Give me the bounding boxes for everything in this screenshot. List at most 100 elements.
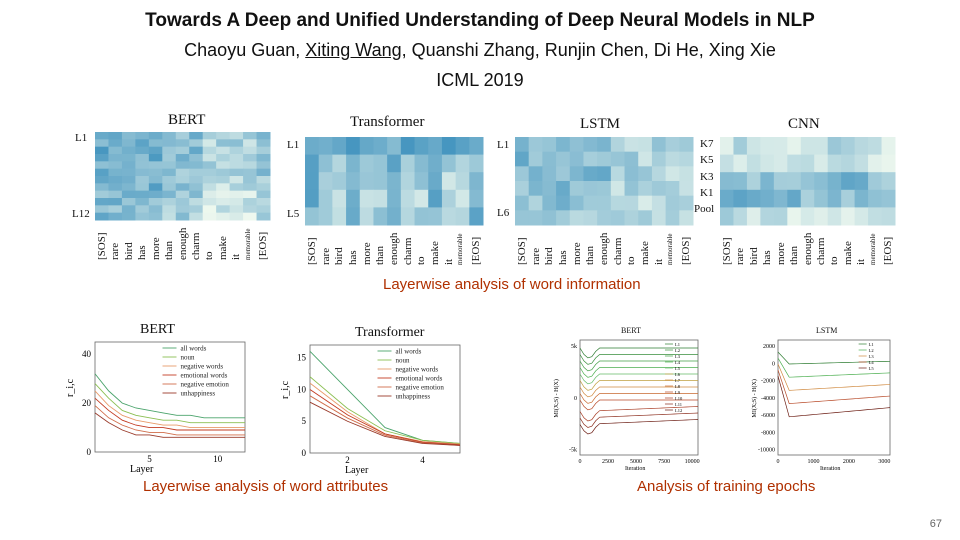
heatmap-cell — [175, 176, 190, 184]
heatmap-cell — [814, 172, 829, 191]
heatmap-word-label: to — [415, 256, 428, 265]
heatmap-cell — [515, 166, 530, 182]
heatmap-cell — [243, 168, 258, 177]
heatmap-cell — [202, 146, 217, 155]
heatmap-cell — [135, 198, 150, 206]
legend-label: L11 — [675, 402, 682, 407]
heatmap-cell — [216, 154, 231, 162]
heatmap-cell — [162, 161, 177, 170]
series-line — [309, 395, 461, 446]
heatmap-cell — [189, 154, 204, 162]
heatmap-cell — [827, 154, 842, 173]
heatmap-cell — [256, 190, 271, 199]
heatmap-cell — [841, 137, 856, 156]
heatmap-cell — [469, 137, 484, 156]
heatmap-row-label: L6 — [497, 207, 510, 219]
heatmap-cell — [528, 151, 543, 167]
heatmap-cell — [746, 137, 761, 156]
heatmap-cell — [121, 168, 136, 177]
y-tick-label: -4000 — [761, 396, 775, 402]
heatmap-cell — [108, 176, 123, 184]
author-list: Chaoyu Guan, Xiting Wang, Quanshi Zhang,… — [0, 40, 960, 61]
heatmap-cell — [428, 137, 443, 156]
heatmap-cell — [189, 190, 204, 199]
heatmap-cell — [135, 176, 150, 184]
heatmap-cell — [202, 154, 217, 162]
y-axis-label: r_i,c — [65, 378, 76, 397]
heatmap-cell — [95, 154, 109, 162]
heatmap-cell — [400, 137, 416, 156]
heatmap-cell — [773, 207, 788, 226]
heatmap-word-label: has — [346, 250, 359, 265]
heatmap-cell — [665, 181, 680, 197]
heatmap-cell — [651, 151, 667, 167]
heatmap-cell — [841, 172, 856, 191]
heatmap-cell — [189, 161, 204, 170]
heatmap-cell — [414, 154, 429, 173]
author-first: Chaoyu Guan, — [184, 40, 306, 60]
heatmap-cell — [189, 205, 204, 214]
legend-label: negative emotion — [181, 381, 230, 389]
heatmap-cell — [760, 137, 775, 156]
heatmap-cell — [528, 181, 543, 197]
heatmap-cell — [175, 205, 190, 214]
x-axis-label: Layer — [345, 465, 369, 476]
heatmap-grid-cnn — [720, 137, 896, 226]
heatmap-word-label: than — [584, 246, 597, 265]
heatmap-cell — [610, 166, 626, 182]
heatmap-cell — [881, 137, 896, 156]
heatmap-cell — [583, 151, 598, 167]
attribute-title-1: Transformer — [355, 325, 425, 340]
legend-label: L4 — [869, 360, 875, 365]
y-tick-label: 40 — [82, 349, 92, 359]
series-line — [579, 412, 699, 428]
heatmap-cell — [827, 189, 842, 208]
heatmap-cell — [387, 137, 402, 156]
heatmap-cell — [175, 198, 190, 206]
heatmap-cell — [556, 137, 571, 153]
heatmap-cell — [441, 154, 457, 173]
epoch-caption: Analysis of training epochs — [637, 478, 816, 495]
heatmap-cell — [162, 212, 177, 221]
heatmap-cell — [175, 154, 190, 162]
heatmap-cell — [583, 210, 598, 226]
heatmap-cell — [256, 139, 271, 148]
heatmap-cell — [108, 161, 123, 170]
series-line — [94, 383, 245, 424]
heatmap-cell — [108, 212, 123, 221]
heatmap-cell — [346, 172, 361, 191]
heatmap-cell — [202, 161, 217, 170]
heatmap-cell — [175, 212, 190, 221]
series-line — [777, 363, 891, 391]
heatmap-cell — [441, 207, 457, 226]
heatmap-cell — [346, 137, 361, 156]
heatmap-cell — [95, 146, 109, 155]
heatmap-cell — [135, 183, 150, 192]
heatmap-cell — [679, 195, 694, 211]
heatmap-cell — [148, 161, 163, 170]
heatmap-cell — [148, 205, 163, 214]
heatmap-cell — [121, 146, 136, 155]
heatmap-row-label: K1 — [700, 187, 714, 199]
heatmap-cell — [469, 172, 484, 191]
heatmap-cell — [387, 154, 402, 173]
heatmap-word-label: it — [855, 258, 868, 265]
heatmap-cell — [720, 189, 734, 208]
heatmap-cell — [428, 172, 443, 191]
heatmap-cell — [542, 137, 557, 153]
heatmap-cell — [135, 154, 150, 162]
heatmap-cell — [305, 172, 320, 191]
series-line — [94, 373, 245, 419]
heatmap-cell — [583, 195, 598, 211]
heatmap-cell — [229, 139, 244, 148]
heatmap-cell — [556, 166, 571, 182]
series-line — [579, 367, 698, 378]
heatmap-cell — [189, 176, 204, 184]
heatmap-row-label: L1 — [497, 139, 510, 151]
heatmap-row-label: L5 — [287, 208, 300, 220]
heatmap-cell — [638, 181, 653, 197]
heatmap-cell — [229, 190, 244, 199]
heatmap-cell — [455, 207, 470, 226]
heatmap-word-label: charm — [611, 237, 624, 265]
